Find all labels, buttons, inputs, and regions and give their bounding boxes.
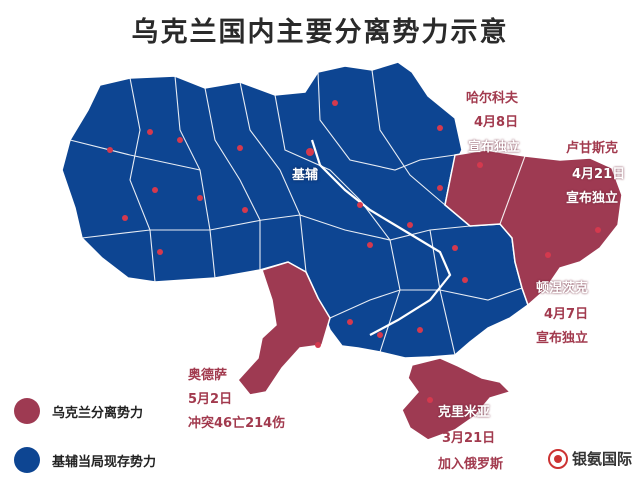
legend-label-separatist: 乌克兰分离势力 <box>52 405 144 421</box>
region-label-donetsk: 顿涅茨克 <box>536 280 588 298</box>
region-label-luhansk: 卢甘斯克 <box>566 140 618 158</box>
region-date-kharkiv: 4月8日 <box>474 114 518 132</box>
dnieper-river <box>310 139 452 336</box>
region-date: 4月8日 <box>474 115 519 130</box>
region-date-crimea: 3月21日 <box>442 430 495 448</box>
oblast-borders <box>69 69 526 356</box>
region-note: 宣布独立 <box>536 331 589 346</box>
capital-label: 基辅 <box>292 168 319 183</box>
separatist-east <box>444 149 623 307</box>
separatist-crimea <box>401 357 512 441</box>
region-label-odessa: 奥德萨 <box>188 367 227 385</box>
region-name: 哈尔科夫 <box>466 91 519 106</box>
region-date-luhansk: 4月21日 <box>572 166 625 184</box>
region-note: 宣布独立 <box>566 191 619 206</box>
region-date-donetsk: 4月7日 <box>544 306 588 324</box>
city-markers <box>107 100 601 403</box>
region-label-kharkiv: 哈尔科夫 <box>466 90 518 108</box>
watermark-logo-icon <box>547 448 568 469</box>
region-date: 5月2日 <box>188 392 233 407</box>
region-date: 4月7日 <box>544 307 589 322</box>
region-note: 加入俄罗斯 <box>438 457 504 472</box>
watermark-text: 银氨国际 <box>571 450 632 468</box>
region-name: 克里米亚 <box>438 405 491 420</box>
legend-swatch-separatist <box>14 398 40 424</box>
legend-item-separatist: 乌克兰分离势力 <box>14 398 143 424</box>
separatist-odessa <box>237 261 331 396</box>
government-territory <box>61 61 529 359</box>
region-note-donetsk: 宣布独立 <box>536 330 588 348</box>
legend-item-government: 基辅当局现存势力 <box>14 447 156 473</box>
region-note-kharkiv: 宣布独立 <box>468 139 520 157</box>
region-note-odessa: 冲突46亡214伤 <box>188 415 285 433</box>
region-note: 冲突46亡214伤 <box>188 416 286 431</box>
map-title: 乌克兰国内主要分离势力示意 <box>131 17 509 48</box>
region-note: 宣布独立 <box>468 140 521 155</box>
legend-swatch-government <box>14 447 40 473</box>
region-date-odessa: 5月2日 <box>188 391 232 409</box>
legend-label-government: 基辅当局现存势力 <box>52 454 157 470</box>
region-date: 4月21日 <box>572 167 626 182</box>
watermark: 银氨国际 <box>547 448 632 469</box>
region-label-crimea: 克里米亚 <box>438 404 490 422</box>
region-note-crimea: 加入俄罗斯 <box>438 456 503 474</box>
region-name: 卢甘斯克 <box>566 141 619 156</box>
region-note-luhansk: 宣布独立 <box>566 190 618 208</box>
region-name: 顿涅茨克 <box>536 281 589 296</box>
region-name: 奥德萨 <box>188 368 228 383</box>
region-date: 3月21日 <box>442 431 496 446</box>
